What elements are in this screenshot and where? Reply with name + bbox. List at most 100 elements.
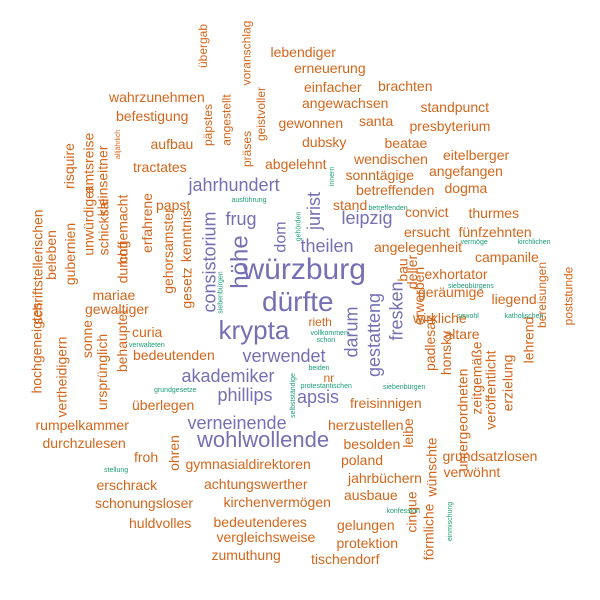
cloud-word: poland — [341, 452, 384, 468]
cloud-word: geistvoller — [254, 86, 269, 142]
cloud-word: voranschlag — [238, 20, 253, 86]
cloud-word: altare — [444, 326, 480, 342]
cloud-word: stand — [333, 197, 368, 213]
cloud-word: nr — [323, 371, 335, 385]
cloud-word: einfacher — [304, 79, 362, 95]
cloud-word: stellung — [104, 466, 129, 474]
cloud-word: übergab — [196, 23, 211, 69]
cloud-word: froh — [134, 449, 159, 465]
cloud-word: päpstes — [201, 103, 216, 147]
cloud-word: fünfzehnten — [458, 224, 532, 240]
cloud-word: gehörden — [295, 211, 303, 241]
cloud-word: wendischen — [354, 151, 428, 167]
cloud-word: jahrbüchern — [348, 470, 422, 486]
cloud-word: presbyterium — [409, 118, 491, 134]
cloud-word: gymnasialdirektoren — [185, 456, 311, 472]
cloud-word: rumpelkammer — [35, 417, 129, 433]
cloud-word: ursprünglich — [94, 333, 111, 411]
cloud-word: apsis — [297, 387, 340, 407]
cloud-word: ersucht — [404, 224, 450, 240]
cloud-word: ohren — [165, 435, 182, 471]
cloud-word: wahrzunehmen — [109, 89, 205, 105]
cloud-word: phillips — [217, 385, 273, 405]
cloud-word: betreffenden — [356, 182, 435, 198]
cloud-word: brachten — [378, 78, 433, 94]
cloud-word: würzburg — [242, 253, 366, 286]
cloud-word: wirkliche — [413, 310, 467, 326]
cloud-word: zeitgemäße — [468, 341, 485, 415]
cloud-word: selbstständige — [289, 372, 297, 418]
cloud-word: dubsky — [302, 134, 347, 150]
cloud-word: einmischung — [446, 501, 454, 541]
cloud-word: jahrhundert — [188, 175, 280, 195]
cloud-word: liegend — [491, 291, 537, 307]
cloud-word: krypta — [218, 315, 290, 345]
cloud-word: vermöge — [460, 238, 488, 246]
cloud-word: protestantischen — [300, 382, 352, 390]
cloud-word: erzielung — [498, 354, 515, 412]
cloud-word: kenntnis — [178, 209, 195, 263]
cloud-word: beatae — [384, 135, 428, 151]
cloud-word: wohlwollende — [197, 427, 330, 452]
cloud-word: freisinnigen — [350, 395, 422, 411]
cloud-word: betreffenden — [368, 204, 408, 212]
cloud-word: innern — [328, 166, 336, 186]
cloud-word: protektion — [336, 535, 398, 551]
cloud-word: veröffentlicht — [482, 350, 499, 430]
cloud-word: verwalteten — [129, 341, 165, 349]
cloud-word: lehrend — [519, 316, 536, 364]
cloud-word: curia — [132, 324, 163, 340]
cloud-word: gelungen — [337, 517, 395, 533]
cloud-word: tractates — [133, 159, 187, 175]
cloud-word: schon — [316, 336, 336, 344]
cloud-word: erfahrene — [138, 193, 155, 253]
cloud-word: angestellt — [219, 94, 234, 146]
cloud-word: siebenbürgens — [448, 282, 494, 290]
cloud-word: gestatteng — [364, 292, 385, 378]
cloud-word: fresken — [386, 281, 407, 341]
cloud-word: poststunde — [560, 266, 575, 326]
cloud-word: exhortator — [424, 266, 488, 282]
cloud-word: konfession — [386, 507, 420, 515]
cloud-word: gewaltiger — [85, 301, 149, 317]
cloud-word: standpunct — [420, 99, 490, 115]
cloud-word: vergleichsweise — [216, 529, 316, 545]
cloud-word: alljährlich — [114, 129, 122, 159]
cloud-word: achtungswerther — [204, 476, 308, 492]
cloud-word: durchgemacht — [113, 194, 130, 284]
cloud-word: behauptet — [114, 309, 131, 373]
cloud-word: angefangen — [429, 163, 503, 179]
cloud-word: zumuthung — [211, 547, 281, 563]
cloud-word: tischendorf — [311, 551, 380, 567]
cloud-word: akademiker — [181, 366, 275, 386]
cloud-word: vollkommen — [310, 329, 348, 337]
cloud-word: gesetz — [178, 267, 195, 309]
cloud-word: honsky — [438, 330, 455, 376]
cloud-word: überlegen — [132, 397, 195, 413]
cloud-word: präses — [240, 130, 255, 168]
cloud-word: lebendiger — [270, 44, 336, 60]
cloud-word: huldvolles — [129, 515, 192, 531]
cloud-word: ausbaue — [344, 487, 398, 503]
cloud-word: durchzulesen — [42, 435, 126, 451]
cloud-word: kleinseitner — [93, 145, 110, 217]
cloud-word: sonne — [79, 319, 96, 359]
cloud-word: leipzig — [341, 208, 393, 228]
cloud-word: risquire — [60, 143, 77, 189]
cloud-word: dom — [272, 221, 290, 253]
cloud-word: förmliche — [419, 503, 436, 561]
cloud-word: leibe — [399, 418, 416, 448]
cloud-word: mariae — [92, 287, 136, 303]
cloud-word: katholischen — [504, 312, 544, 320]
cloud-word: eitelberger — [443, 147, 510, 163]
cloud-word: herzustellen — [328, 417, 404, 433]
cloud-word: höhe — [226, 235, 254, 289]
cloud-word: gehorsamster — [159, 208, 176, 294]
cloud-word: angewachsen — [302, 95, 389, 111]
cloud-word: dürfte — [262, 286, 334, 317]
cloud-word: beiden — [308, 364, 330, 372]
cloud-word: jurist — [304, 191, 325, 231]
cloud-word: hoff — [114, 241, 131, 265]
cloud-word: verneinende — [187, 413, 287, 433]
